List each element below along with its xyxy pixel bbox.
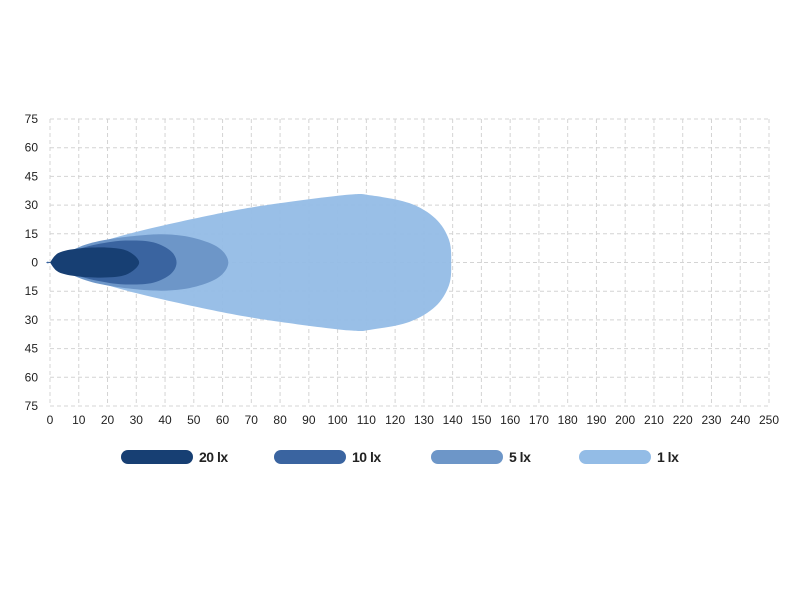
x-tick-label: 230 xyxy=(701,413,721,427)
y-tick-label: 30 xyxy=(25,198,39,212)
x-tick-label: 50 xyxy=(187,413,201,427)
legend-item: 20 lx xyxy=(121,449,228,465)
x-tick-label: 180 xyxy=(558,413,578,427)
x-tick-label: 110 xyxy=(357,413,376,427)
legend-label: 1 lx xyxy=(657,449,679,465)
y-tick-label: 75 xyxy=(25,112,39,126)
x-tick-label: 170 xyxy=(529,413,549,427)
y-tick-label: 75 xyxy=(25,399,39,413)
x-tick-label: 240 xyxy=(730,413,750,427)
legend-item: 5 lx xyxy=(431,449,531,465)
legend-swatch xyxy=(579,450,651,464)
y-tick-label: 45 xyxy=(25,169,39,183)
y-tick-label: 30 xyxy=(25,313,39,327)
legend-swatch xyxy=(431,450,503,464)
x-tick-label: 10 xyxy=(72,413,86,427)
isolux-contours xyxy=(46,193,452,332)
y-tick-label: 45 xyxy=(25,342,39,356)
x-tick-label: 140 xyxy=(443,413,463,427)
y-tick-label: 0 xyxy=(31,256,38,270)
x-tick-label: 200 xyxy=(615,413,635,427)
x-tick-label: 150 xyxy=(471,413,491,427)
x-tick-label: 60 xyxy=(216,413,230,427)
legend-item: 1 lx xyxy=(579,449,679,465)
y-tick-label: 60 xyxy=(25,370,39,384)
x-tick-label: 40 xyxy=(158,413,172,427)
y-tick-label: 15 xyxy=(25,284,39,298)
x-tick-label: 80 xyxy=(273,413,287,427)
x-axis-ticks: 0 10 20 30 40 50 60 70 80 90 100 110 120 130 140 150 160… xyxy=(47,413,780,427)
x-tick-label: 100 xyxy=(328,413,348,427)
y-axis-ticks: 75 60 45 30 15 0 15 30 45 60 75 xyxy=(25,112,39,413)
x-tick-label: 90 xyxy=(302,413,316,427)
legend: 20 lx 10 lx 5 lx 1 lx xyxy=(0,449,800,465)
x-tick-label: 20 xyxy=(101,413,115,427)
legend-label: 10 lx xyxy=(352,449,381,465)
y-tick-label: 15 xyxy=(25,227,39,241)
legend-label: 5 lx xyxy=(509,449,531,465)
x-tick-label: 0 xyxy=(47,413,54,427)
legend-label: 20 lx xyxy=(199,449,228,465)
contour-20-lx xyxy=(48,247,140,278)
x-tick-label: 130 xyxy=(414,413,434,427)
contour-1-lx xyxy=(46,193,452,332)
x-tick-label: 220 xyxy=(673,413,693,427)
legend-swatch xyxy=(121,450,193,464)
legend-swatch xyxy=(274,450,346,464)
x-tick-label: 190 xyxy=(586,413,606,427)
x-tick-label: 30 xyxy=(130,413,144,427)
x-tick-label: 250 xyxy=(759,413,779,427)
x-tick-label: 70 xyxy=(245,413,259,427)
x-tick-label: 210 xyxy=(644,413,664,427)
x-tick-label: 160 xyxy=(500,413,520,427)
legend-item: 10 lx xyxy=(274,449,381,465)
y-tick-label: 60 xyxy=(25,141,39,155)
x-tick-label: 120 xyxy=(385,413,405,427)
